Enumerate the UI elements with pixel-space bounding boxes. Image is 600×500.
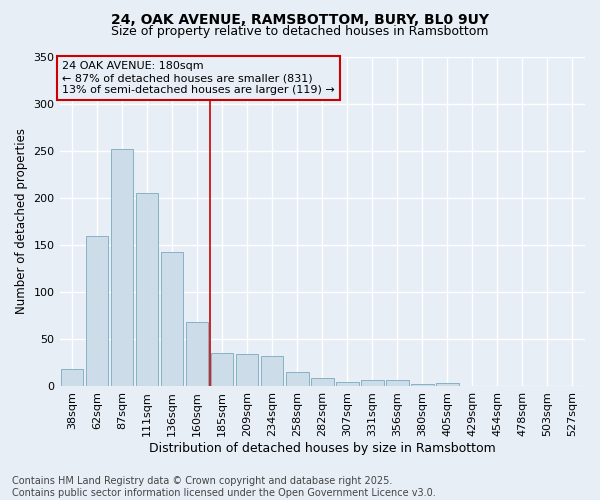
Bar xyxy=(211,354,233,386)
Bar xyxy=(261,356,283,386)
Text: Size of property relative to detached houses in Ramsbottom: Size of property relative to detached ho… xyxy=(111,25,489,38)
Bar xyxy=(436,382,458,386)
Bar xyxy=(236,354,259,386)
Bar xyxy=(86,236,109,386)
Bar xyxy=(161,252,184,386)
Y-axis label: Number of detached properties: Number of detached properties xyxy=(15,128,28,314)
Text: 24, OAK AVENUE, RAMSBOTTOM, BURY, BL0 9UY: 24, OAK AVENUE, RAMSBOTTOM, BURY, BL0 9U… xyxy=(111,12,489,26)
Bar xyxy=(136,193,158,386)
Bar xyxy=(111,149,133,386)
Bar xyxy=(411,384,434,386)
Bar xyxy=(361,380,383,386)
Bar xyxy=(336,382,359,386)
Bar xyxy=(311,378,334,386)
Bar xyxy=(286,372,308,386)
Text: 24 OAK AVENUE: 180sqm
← 87% of detached houses are smaller (831)
13% of semi-det: 24 OAK AVENUE: 180sqm ← 87% of detached … xyxy=(62,62,335,94)
X-axis label: Distribution of detached houses by size in Ramsbottom: Distribution of detached houses by size … xyxy=(149,442,496,455)
Text: Contains HM Land Registry data © Crown copyright and database right 2025.
Contai: Contains HM Land Registry data © Crown c… xyxy=(12,476,436,498)
Bar xyxy=(61,370,83,386)
Bar xyxy=(186,322,208,386)
Bar xyxy=(386,380,409,386)
